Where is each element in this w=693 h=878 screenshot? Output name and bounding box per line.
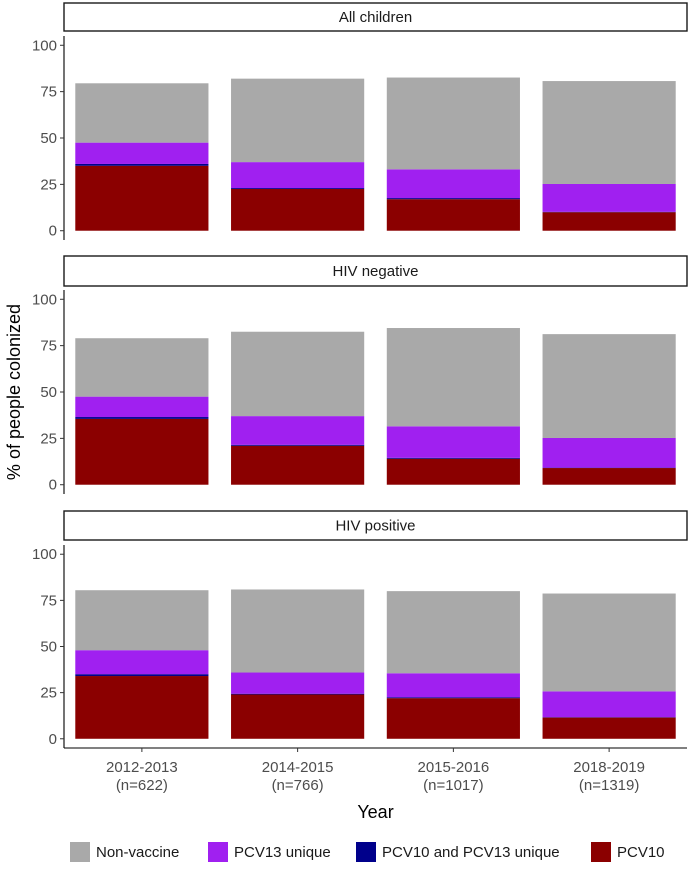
bar-segment xyxy=(386,198,520,200)
y-tick-label: 25 xyxy=(40,685,57,702)
y-tick-label: 100 xyxy=(32,37,57,54)
bar-segment xyxy=(75,142,209,164)
legend-label: PCV10 and PCV13 unique xyxy=(382,844,560,861)
bar-segment xyxy=(231,445,365,485)
y-tick-label: 100 xyxy=(32,546,57,563)
bar-segment xyxy=(542,468,676,485)
bar-segment xyxy=(542,183,676,212)
bar-segment xyxy=(75,163,209,166)
facet-strip xyxy=(63,2,688,32)
x-tick-sample-size: (n=766) xyxy=(272,777,324,794)
x-tick-sample-size: (n=1319) xyxy=(579,777,639,794)
facet-panel-2: HIV negative 0 25 50 75 100 xyxy=(32,255,688,494)
bar-segment xyxy=(231,589,365,673)
legend-label: Non-vaccine xyxy=(96,844,179,861)
bar-segment xyxy=(386,698,520,739)
y-tick-label: 50 xyxy=(40,130,57,147)
bar-segment xyxy=(231,444,365,446)
bar-segment xyxy=(386,199,520,231)
legend-label: PCV13 unique xyxy=(234,844,331,861)
y-tick-label: 50 xyxy=(40,639,57,656)
facet-strip xyxy=(63,255,688,287)
bar-segment xyxy=(75,418,209,485)
bar-segment xyxy=(231,672,365,694)
bar-segment xyxy=(386,591,520,674)
legend-label: PCV10 xyxy=(617,844,665,861)
bar-segment xyxy=(542,437,676,468)
x-tick-label: 2018-2019 xyxy=(573,759,645,776)
x-axis-title: Year xyxy=(357,802,393,822)
legend-key xyxy=(70,842,90,862)
x-tick-label: 2014-2015 xyxy=(262,759,334,776)
x-tick-label: 2015-2016 xyxy=(418,759,490,776)
bar-segment xyxy=(75,338,209,397)
y-tick-label: 75 xyxy=(40,592,57,609)
facet-strip-title: HIV negative xyxy=(333,263,419,280)
bar-segment xyxy=(75,396,209,418)
bar-segment xyxy=(75,676,209,739)
bar-segment xyxy=(75,83,209,143)
bar-segment xyxy=(386,458,520,485)
bar-segment xyxy=(75,590,209,651)
y-tick-label: 25 xyxy=(40,430,57,447)
bar-segment xyxy=(231,331,365,417)
bar-segment xyxy=(542,212,676,231)
bar-segment xyxy=(542,334,676,438)
y-tick-label: 25 xyxy=(40,176,57,193)
bar-segment xyxy=(231,188,365,189)
bar-segment xyxy=(75,650,209,675)
bar-segment xyxy=(75,417,209,419)
y-tick-label: 100 xyxy=(32,291,57,308)
y-tick-label: 50 xyxy=(40,384,57,401)
bar-segment xyxy=(542,717,676,739)
facet-strip xyxy=(63,510,688,541)
facet-panel-1: All children 0 25 50 75 100 xyxy=(32,2,688,240)
bar-segment xyxy=(386,77,520,170)
bar-segment xyxy=(231,694,365,739)
bar-segment xyxy=(542,81,676,184)
y-tick-label: 0 xyxy=(49,477,57,494)
bar-segment xyxy=(231,78,365,163)
bar-segment xyxy=(542,691,676,718)
y-axis-title: % of people colonized xyxy=(4,304,24,480)
x-tick-label: 2012-2013 xyxy=(106,759,178,776)
legend: Non-vaccine PCV13 unique PCV10 and PCV13 u… xyxy=(70,842,665,862)
facet-strip-title: HIV positive xyxy=(335,518,415,535)
bar-segment xyxy=(386,697,520,699)
x-tick-sample-size: (n=622) xyxy=(116,777,168,794)
bar-segment xyxy=(386,169,520,199)
bar-segment xyxy=(386,673,520,698)
y-tick-label: 75 xyxy=(40,338,57,355)
legend-key xyxy=(208,842,228,862)
y-tick-label: 0 xyxy=(49,223,57,240)
x-tick-sample-size: (n=1017) xyxy=(423,777,483,794)
bar-segment xyxy=(386,426,520,458)
bar-segment xyxy=(231,416,365,445)
bar-segment xyxy=(75,165,209,231)
bar-segment xyxy=(542,593,676,692)
y-tick-label: 0 xyxy=(49,731,57,748)
legend-key xyxy=(356,842,376,862)
bar-segment xyxy=(231,162,365,189)
bar-segment xyxy=(386,328,520,427)
bar-segment xyxy=(231,693,365,695)
facet-panel-3: HIV positive 0 25 50 75 100 2012-2013(n=622) 20… xyxy=(32,510,688,794)
bar-segment xyxy=(386,457,520,459)
legend-key xyxy=(591,842,611,862)
bar-segment xyxy=(75,674,209,677)
bar-segment xyxy=(231,189,365,231)
y-tick-label: 75 xyxy=(40,84,57,101)
facet-strip-title: All children xyxy=(339,9,412,26)
